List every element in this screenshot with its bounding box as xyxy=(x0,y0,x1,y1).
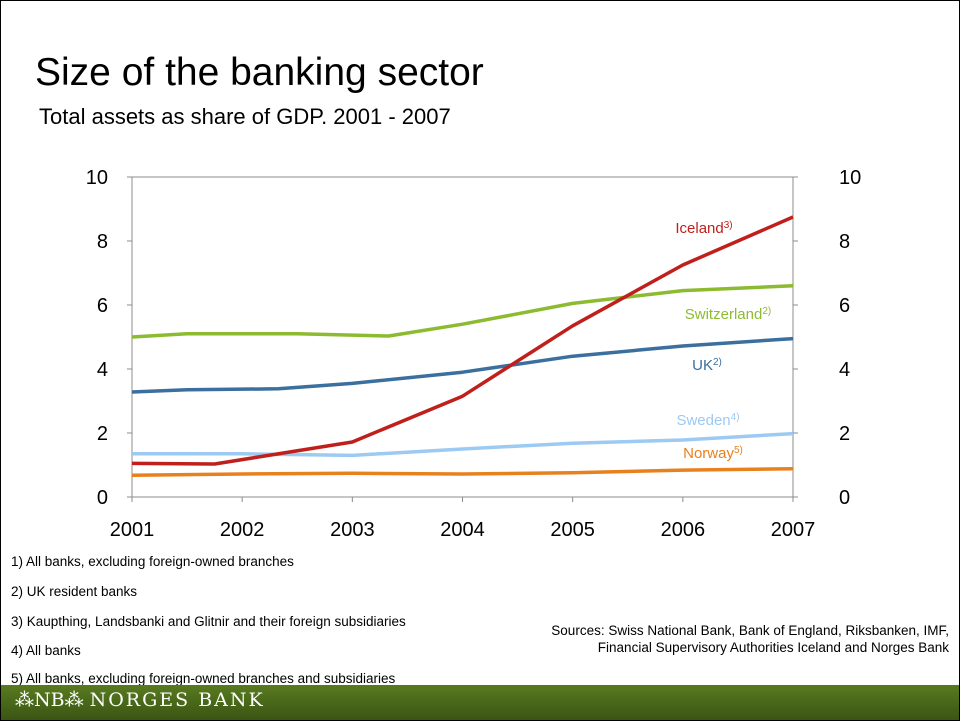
y-right-tick-label: 8 xyxy=(839,231,850,253)
nb-logo-mark: ⁂NB⁂ xyxy=(15,689,84,711)
y-left-tick-label: 6 xyxy=(97,295,108,317)
footnote-4: 4) All banks xyxy=(11,643,81,658)
chart-subtitle: Total assets as share of GDP. 2001 - 200… xyxy=(39,104,451,129)
series-labels: Iceland3)Switzerland2)UK2)Sweden4)Norway… xyxy=(675,220,771,462)
footnote-3: 3) Kaupthing, Landsbanki and Glitnir and… xyxy=(11,614,406,629)
series-name: Switzerland xyxy=(685,306,763,323)
series-name: UK xyxy=(692,357,713,374)
series-label-sweden: Sweden4) xyxy=(676,412,739,429)
series-line-iceland xyxy=(131,215,794,466)
line-chart: 0 2 4 6 8 10 0 2 4 6 8 10 2001 2002 2003 2004 2005 2006… xyxy=(86,167,862,541)
series-name: Sweden xyxy=(676,412,730,429)
x-tick-label: 2002 xyxy=(220,519,265,541)
series-name: Norway xyxy=(683,445,734,462)
y-right-tick-label: 2 xyxy=(839,423,850,445)
x-tick-label: 2001 xyxy=(110,519,155,541)
series-label-norway: Norway5) xyxy=(683,445,743,462)
series-footnote-ref: 2) xyxy=(713,357,722,368)
norges-bank-logo: ⁂NB⁂ NORGES BANK xyxy=(15,689,265,711)
x-tick-label: 2003 xyxy=(330,519,375,541)
y-left-tick-label: 0 xyxy=(97,487,108,509)
series-label-iceland: Iceland3) xyxy=(675,220,732,237)
x-tick-label: 2006 xyxy=(661,519,706,541)
y-left-tick-label: 2 xyxy=(97,423,108,445)
y-left-tick-label: 4 xyxy=(97,359,108,381)
y-right-tick-label: 6 xyxy=(839,295,850,317)
x-tick-label: 2007 xyxy=(771,519,816,541)
series-label-switzerland: Switzerland2) xyxy=(685,306,771,323)
series-lines xyxy=(131,215,794,477)
y-right-tick-label: 10 xyxy=(839,167,861,189)
brand-name: NORGES BANK xyxy=(89,689,265,711)
y-left-tick-label: 8 xyxy=(97,231,108,253)
series-name: Iceland xyxy=(675,220,723,237)
y-right-tick-label: 4 xyxy=(839,359,850,381)
x-tick-label: 2005 xyxy=(550,519,595,541)
axis-ticks xyxy=(127,176,798,502)
series-line-switzerland xyxy=(131,284,794,339)
series-footnote-ref: 2) xyxy=(762,306,771,317)
series-footnote-ref: 4) xyxy=(731,412,740,423)
series-footnote-ref: 5) xyxy=(734,445,743,456)
footnote-1: 1) All banks, excluding foreign-owned br… xyxy=(11,554,294,569)
footnote-5: 5) All banks, excluding foreign-owned br… xyxy=(11,671,396,686)
series-line-norway xyxy=(131,467,794,477)
series-footnote-ref: 3) xyxy=(724,220,733,231)
y-axis-left-labels: 0 2 4 6 8 10 xyxy=(86,167,108,509)
x-tick-label: 2004 xyxy=(440,519,485,541)
series-label-uk: UK2) xyxy=(692,357,722,374)
y-left-tick-label: 10 xyxy=(86,167,108,189)
y-axis-right-labels: 0 2 4 6 8 10 xyxy=(839,167,861,509)
series-line-sweden xyxy=(132,431,794,458)
y-right-tick-label: 0 xyxy=(839,487,850,509)
chart-title: Size of the banking sector xyxy=(35,51,484,94)
sources-note: Sources: Swiss National Bank, Bank of En… xyxy=(551,623,949,655)
footnote-2: 2) UK resident banks xyxy=(11,584,138,599)
x-axis-labels: 2001 2002 2003 2004 2005 2006 2007 xyxy=(110,519,816,541)
footer-bar: ⁂NB⁂ NORGES BANK xyxy=(1,685,959,720)
series-line-uk xyxy=(131,336,794,394)
